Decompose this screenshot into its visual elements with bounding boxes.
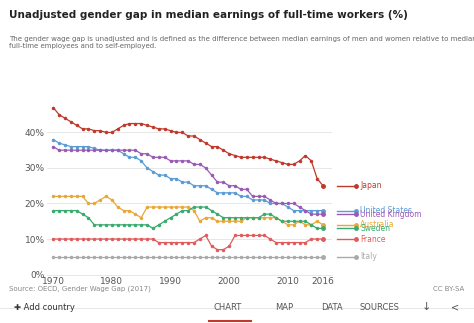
Text: ✚ Add country: ✚ Add country — [14, 303, 75, 311]
Text: <: < — [451, 302, 459, 312]
Text: Unadjusted gender gap in median earnings of full-time workers (%): Unadjusted gender gap in median earnings… — [9, 10, 409, 20]
Text: Australia: Australia — [360, 220, 395, 229]
Text: ↓: ↓ — [422, 302, 431, 312]
Text: United States: United States — [360, 206, 412, 215]
Text: Italy: Italy — [360, 252, 377, 261]
Text: Our
World
in Data: Our World in Data — [425, 15, 450, 32]
Text: Source: OECD, Gender Wage Gap (2017): Source: OECD, Gender Wage Gap (2017) — [9, 286, 151, 292]
Text: MAP: MAP — [275, 303, 293, 311]
Text: SOURCES: SOURCES — [359, 303, 399, 311]
Text: United Kingdom: United Kingdom — [360, 210, 422, 219]
Text: Sweden: Sweden — [360, 224, 390, 233]
Text: The gender wage gap is unadjusted and is defined as the difference between media: The gender wage gap is unadjusted and is… — [9, 36, 474, 48]
Text: CC BY-SA: CC BY-SA — [433, 286, 465, 292]
Text: Japan: Japan — [360, 181, 382, 190]
Text: CHART: CHART — [213, 303, 242, 311]
Text: DATA: DATA — [321, 303, 343, 311]
Text: France: France — [360, 234, 386, 244]
